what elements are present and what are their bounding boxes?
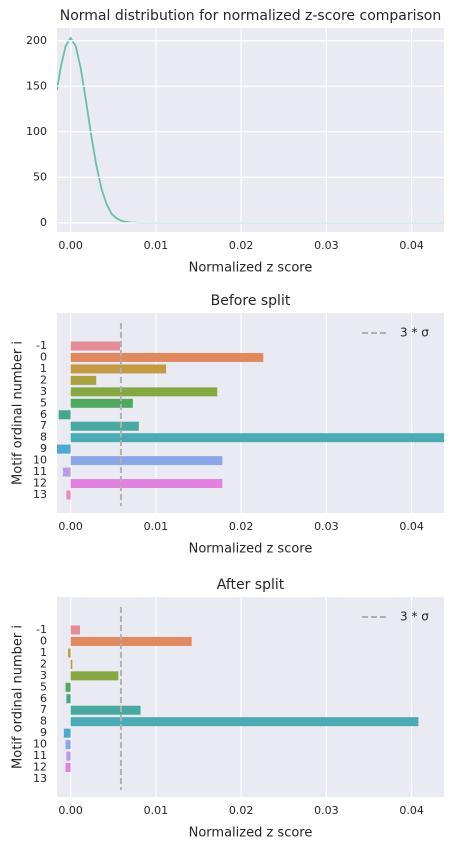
y-tick-label: 200 [26,34,47,47]
y-tick-label: 10 [33,738,47,751]
bar [70,352,264,362]
y-tick-label: 1 [40,646,47,659]
legend-label: 3 * σ [400,610,429,624]
x-tick-label: 0.00 [58,520,83,533]
y-tick-label: 2 [40,657,47,670]
y-tick-label: 12 [33,761,47,774]
x-axis-label: Normalized z score [189,826,313,841]
y-tick-label: 13 [33,488,47,501]
y-tick-label: -1 [36,339,47,352]
y-tick-label: 9 [40,442,47,455]
y-axis-label: Motif ordinal number i [11,625,26,769]
y-tick-label: 6 [40,692,47,705]
y-tick-label: 3 [40,385,47,398]
legend-label: 3 * σ [400,326,429,340]
y-tick-label: 0 [40,634,47,647]
bar [66,751,71,761]
plot-background [57,28,444,232]
x-tick-label: 0.00 [58,804,83,817]
bar [65,740,71,750]
bar [68,648,71,658]
y-tick-label: 13 [33,772,47,785]
bar [70,479,223,489]
x-tick-label: 0.02 [229,239,254,252]
x-tick-label: 0.02 [229,804,254,817]
bar [70,375,97,385]
x-tick-label: 0.03 [314,239,339,252]
plot-background [57,597,444,797]
bar [57,444,71,454]
bar [70,625,81,635]
x-tick-label: 0.03 [314,804,339,817]
y-tick-label: 11 [33,465,47,478]
bar [66,694,71,704]
bar [70,717,419,727]
bar [70,456,223,466]
subplot: After split Normalized z score 0.00 0.01 0.0… [11,577,444,841]
bar [70,705,141,715]
x-tick-label: 0.02 [229,520,254,533]
bar [70,364,167,374]
y-tick-label: 10 [33,454,47,467]
y-tick-label: 9 [40,726,47,739]
bar [63,728,71,738]
y-tick-label: 12 [33,477,47,490]
x-tick-label: 0.04 [399,520,424,533]
bar [70,659,73,669]
y-tick-label: 2 [40,373,47,386]
bar [62,467,71,477]
x-tick-label: 0.01 [144,239,169,252]
bar [70,433,444,443]
y-tick-label: 8 [40,431,47,444]
bar [65,763,71,773]
x-tick-label: 0.01 [144,804,169,817]
bar [65,682,71,692]
x-tick-label: 0.04 [399,239,424,252]
plot-area [63,607,419,790]
x-tick-label: 0.00 [58,239,83,252]
y-tick-label: 3 [40,669,47,682]
subplot: Normal distribution for normalized z-sco… [26,8,444,276]
x-axis-label: Normalized z score [189,261,313,276]
bar [58,410,71,420]
y-tick-label: -1 [36,623,47,636]
y-tick-label: 8 [40,715,47,728]
chart-title: After split [217,577,285,593]
chart-title: Normal distribution for normalized z-sco… [60,8,442,24]
bar [70,387,218,397]
subplot: Before split Normalized z score 0.00 0.01 0.… [11,293,444,557]
bar [70,636,192,646]
y-tick-label: 0 [40,216,47,229]
y-tick-label: 100 [26,125,47,138]
y-tick-label: 11 [33,749,47,762]
x-tick-label: 0.03 [314,520,339,533]
bar [70,421,139,431]
y-tick-label: 6 [40,408,47,421]
bar [70,671,119,681]
y-tick-label: 7 [40,703,47,716]
y-tick-label: 5 [40,396,47,409]
bar [66,490,71,500]
y-axis-label: Motif ordinal number i [11,341,26,485]
plot-area [57,323,444,506]
bar [70,398,133,408]
y-tick-label: 0 [40,350,47,363]
y-tick-label: 5 [40,680,47,693]
bar [70,341,121,351]
x-tick-label: 0.01 [144,520,169,533]
y-tick-label: 1 [40,362,47,375]
y-tick-label: 150 [26,79,47,92]
chart-title: Before split [211,293,291,309]
x-axis-label: Normalized z score [189,542,313,557]
x-tick-label: 0.04 [399,804,424,817]
y-tick-label: 7 [40,419,47,432]
y-tick-label: 50 [33,170,47,183]
